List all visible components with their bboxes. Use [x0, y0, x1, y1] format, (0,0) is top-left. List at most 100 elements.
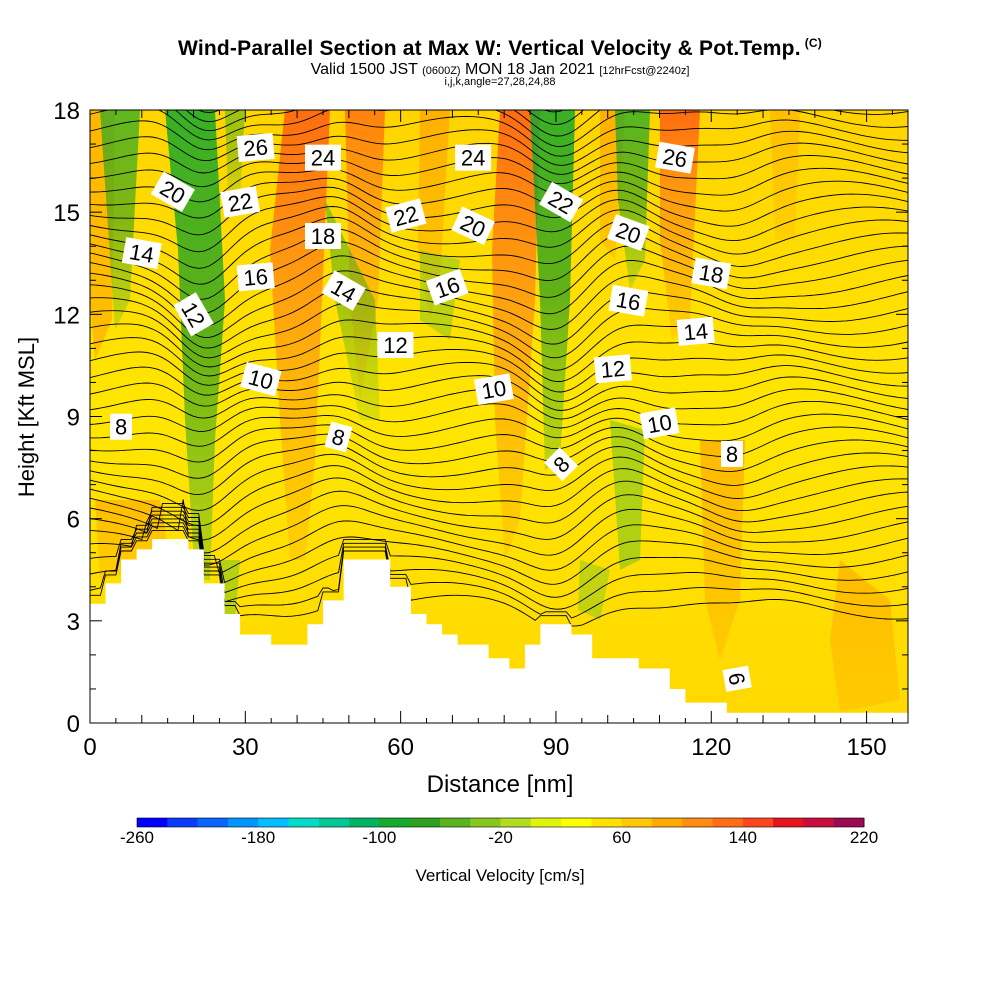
theta-contour-label: 8 [324, 421, 353, 453]
theta-contour-line [90, 142, 908, 175]
theta-contour-line [90, 348, 908, 393]
y-tick-label: 12 [53, 302, 80, 329]
theta-contour-label: 6 [722, 665, 752, 692]
y-tick-label: 3 [67, 609, 80, 636]
colorbar-tick-label: 140 [729, 828, 757, 847]
theta-contour-line [90, 443, 908, 496]
colorbar-label: Vertical Velocity [cm/s] [415, 866, 584, 885]
y-tick-label: 9 [67, 405, 80, 432]
colorbar-swatch [470, 818, 501, 827]
colorbar-swatch [773, 818, 804, 827]
theta-contour-line [197, 110, 565, 113]
theta-contour-line [90, 116, 908, 157]
colorbar-swatch [137, 818, 168, 827]
colorbar: -260 -180 -100 -20 60 140 220 [120, 817, 878, 847]
colorbar-swatch [288, 818, 320, 827]
theta-contour-label: 12 [593, 354, 632, 384]
colorbar-swatch [409, 818, 441, 827]
colorbar-swatch [682, 818, 714, 827]
theta-contour-line [90, 196, 908, 253]
theta-contour-value: 18 [311, 224, 335, 249]
x-tick-label: 60 [387, 734, 414, 761]
axes: 0 30 60 90 120 150 0 3 6 9 12 15 18 [53, 98, 908, 761]
y-tick-label: 18 [53, 98, 80, 125]
colorbar-tick-label: -260 [120, 828, 154, 847]
theta-contour-label: 16 [608, 284, 649, 317]
theta-contour-line [90, 505, 908, 566]
colorbar-swatch [439, 818, 471, 827]
theta-contour-line [90, 477, 908, 541]
theta-contour-line [90, 186, 908, 236]
colorbar-swatch [197, 818, 229, 827]
colorbar-swatch [651, 818, 683, 827]
theta-contour-value: 14 [682, 318, 709, 345]
theta-contour-line [90, 286, 908, 349]
theta-contour-label: 14 [121, 237, 162, 269]
theta-contour-line [90, 453, 908, 511]
colorbar-swatch [227, 818, 259, 827]
theta-contour-line [90, 518, 908, 598]
theta-contour-label: 22 [385, 198, 427, 233]
theta-contour-value: 26 [661, 144, 689, 173]
theta-contour-label: 12 [377, 331, 414, 358]
colorbar-swatch [167, 818, 199, 827]
theta-contour-value: 10 [645, 409, 673, 438]
theta-contour-line [90, 155, 908, 188]
colorbar-swatch [742, 818, 774, 827]
theta-contour-line [90, 361, 908, 403]
theta-contour-label: 14 [676, 316, 715, 346]
theta-contour-lines [90, 25, 908, 627]
theta-contour-line [90, 433, 908, 479]
theta-contour-label: 10 [639, 407, 680, 440]
colorbar-swatch [530, 818, 562, 827]
theta-contour-label: 26 [655, 141, 696, 174]
theta-contour-label: 26 [236, 132, 275, 162]
theta-contour-value: 16 [614, 287, 642, 316]
y-tick-label: 6 [67, 507, 80, 534]
theta-contour-value: 24 [461, 146, 485, 171]
colorbar-swatch [349, 818, 380, 827]
theta-contour-label: 8 [110, 413, 133, 440]
theta-contour-value: 12 [600, 356, 627, 383]
colorbar-tick-label: 60 [612, 828, 631, 847]
colorbar-swatch [591, 818, 623, 827]
theta-contour-label: 24 [455, 144, 492, 171]
colorbar-swatch [258, 818, 289, 827]
theta-contour-label: 22 [220, 186, 261, 218]
theta-contour-line [90, 514, 908, 585]
x-tick-label: 30 [232, 734, 259, 761]
theta-contour-line [90, 522, 908, 610]
theta-contour-line [90, 413, 908, 447]
theta-contour-line [90, 510, 908, 575]
colorbar-tick-label: -20 [488, 828, 513, 847]
colorbar-swatch [803, 818, 835, 827]
colorbar-swatch [318, 818, 350, 827]
y-tick-label: 15 [53, 200, 80, 227]
theta-contour-value: 8 [115, 415, 127, 440]
terrain-profile [90, 539, 908, 723]
y-axis-label: Height [Kft MSL] [14, 337, 39, 497]
colorbar-swatch [561, 818, 592, 827]
theta-contour-line [174, 110, 908, 137]
theta-contour-label: 8 [720, 440, 743, 467]
theta-contour-label: 18 [691, 257, 732, 290]
theta-contour-line [90, 490, 908, 554]
theta-contour-label: 10 [240, 361, 282, 397]
colorbar-tick-label: -180 [241, 828, 275, 847]
x-tick-label: 90 [543, 734, 570, 761]
x-tick-label: 0 [83, 734, 96, 761]
theta-contour-value: 6 [723, 671, 750, 687]
theta-contour-line [90, 110, 908, 147]
theta-contour-line [90, 400, 908, 432]
theta-contour-value: 14 [127, 239, 155, 268]
theta-contour-line [90, 319, 908, 371]
grid-indices: i,j,k,angle=27,28,24,88 [444, 76, 556, 88]
x-tick-label: 150 [847, 734, 887, 761]
theta-contour-line [90, 255, 908, 327]
theta-contour-line [90, 25, 908, 92]
x-tick-label: 120 [691, 734, 731, 761]
theta-contour-line [90, 241, 908, 314]
theta-contour-line [90, 465, 908, 527]
